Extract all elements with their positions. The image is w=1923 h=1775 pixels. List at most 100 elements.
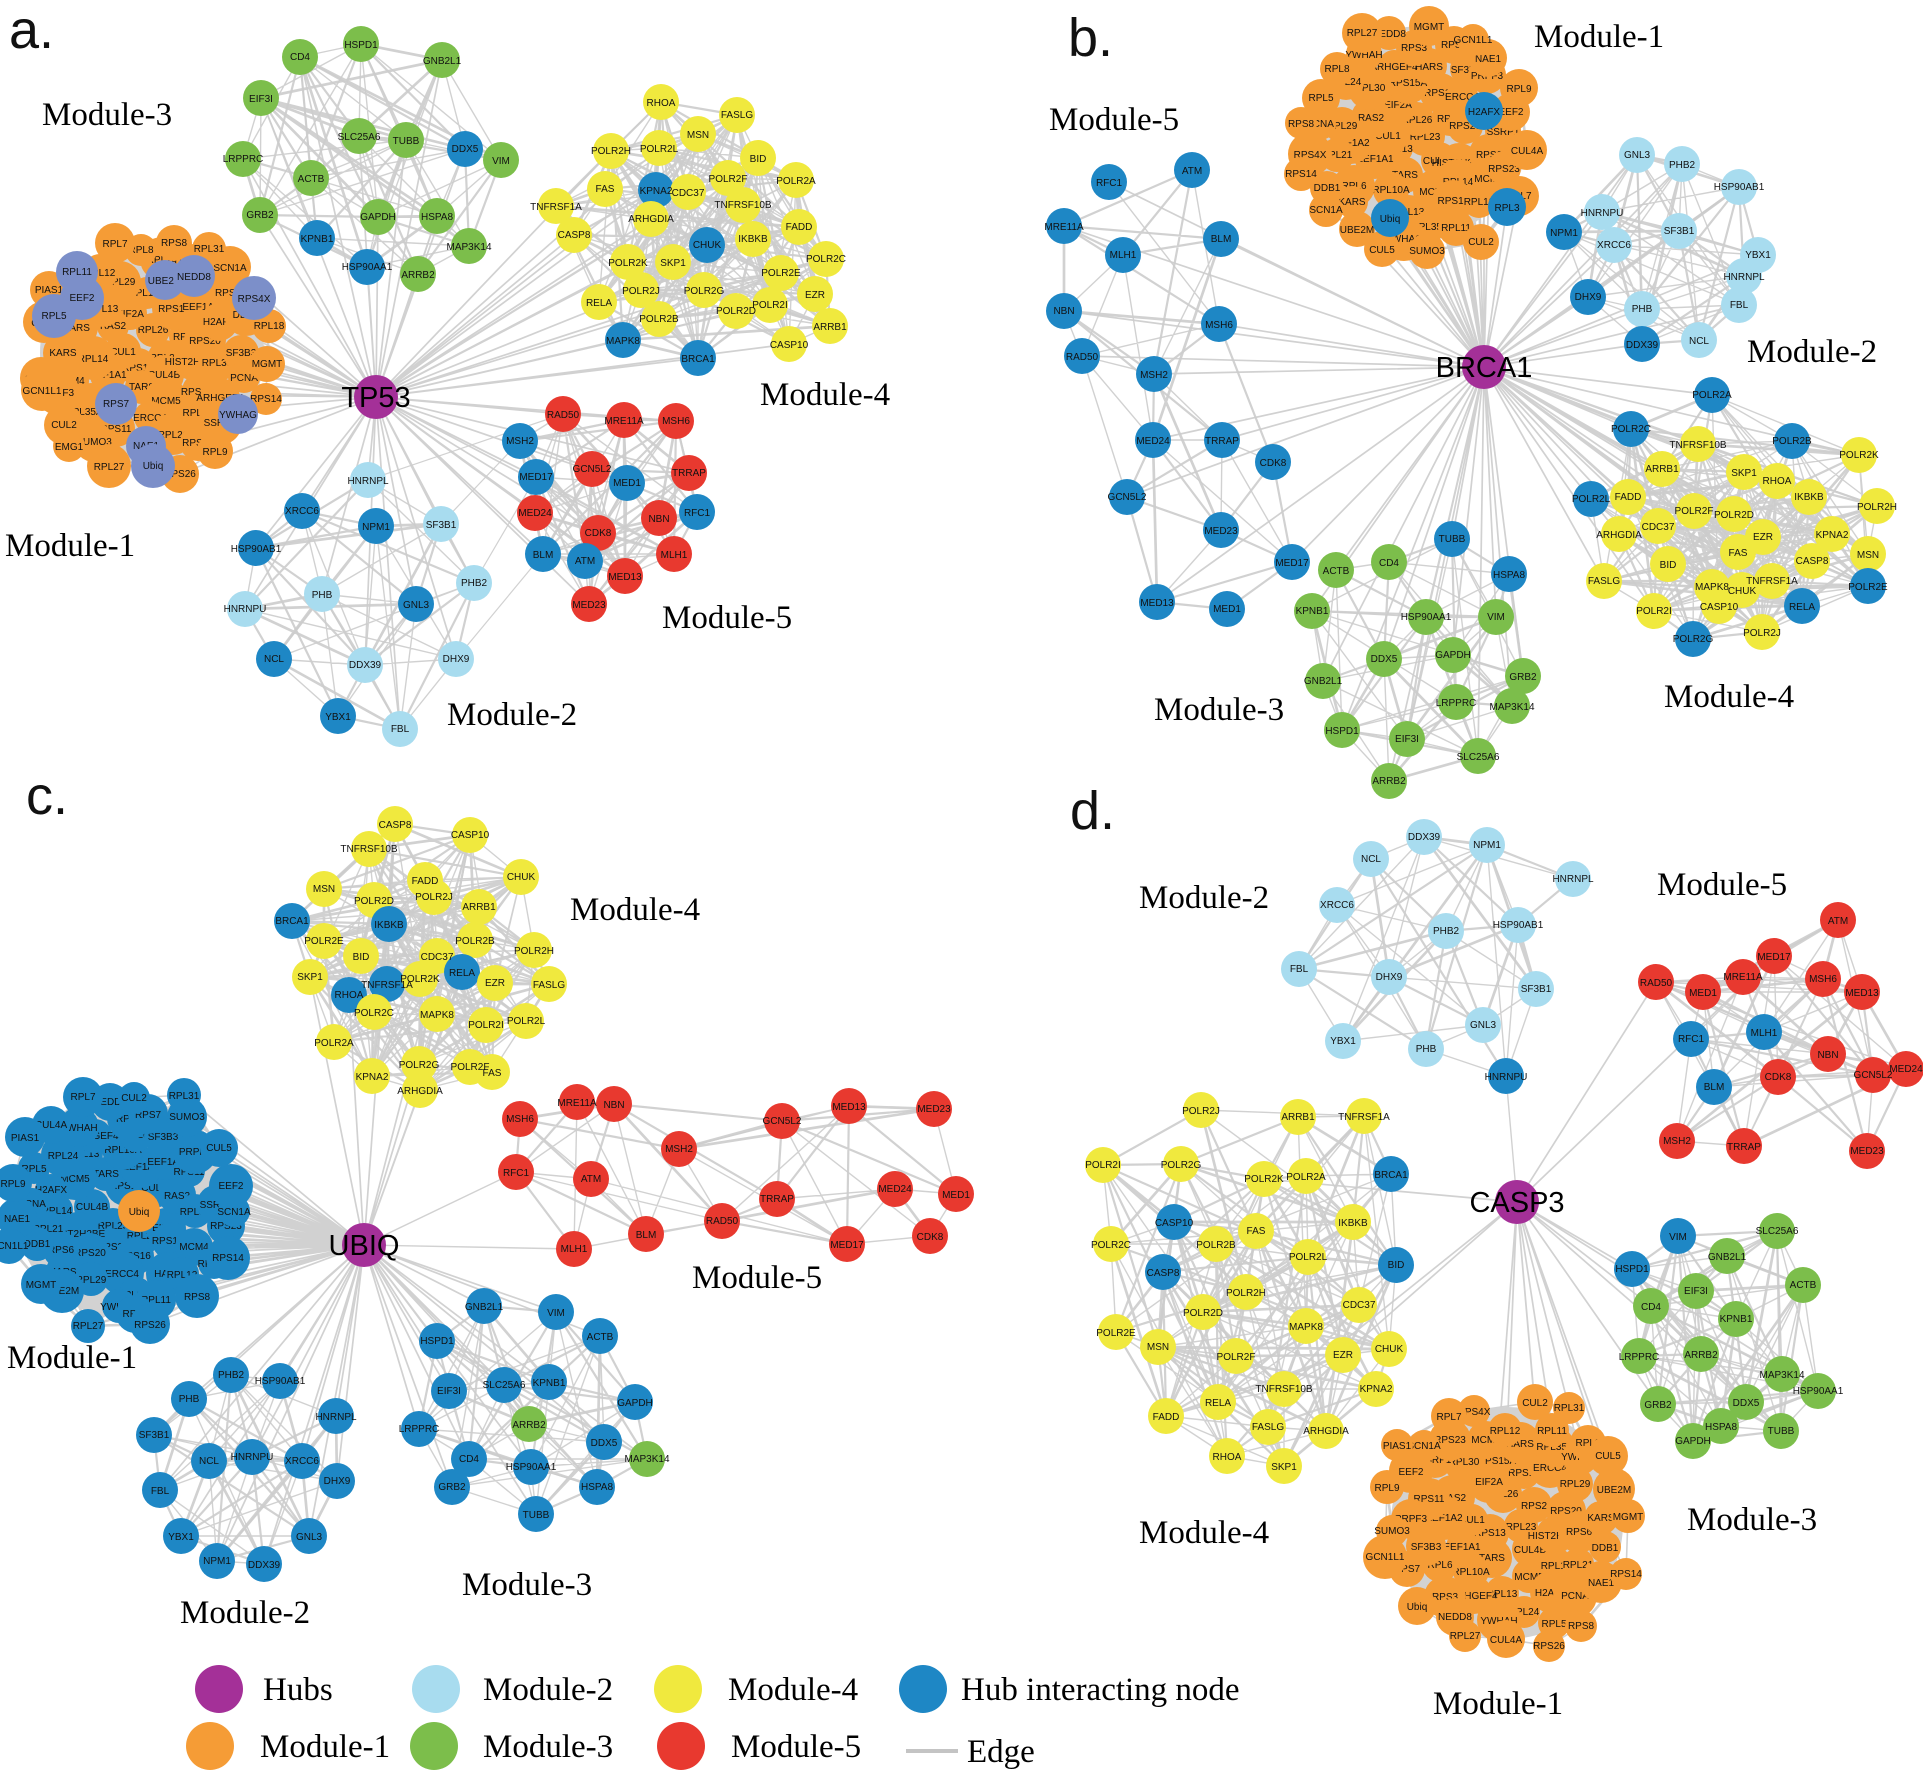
svg-text:FAS: FAS: [1247, 1226, 1266, 1237]
svg-text:H2AFX: H2AFX: [35, 1185, 68, 1196]
svg-text:MLH1: MLH1: [561, 1244, 588, 1255]
svg-text:CD4: CD4: [1641, 1302, 1661, 1313]
svg-text:KPNA2: KPNA2: [356, 1072, 389, 1083]
svg-text:RPS6: RPS6: [1566, 1527, 1593, 1538]
svg-text:Ubiq: Ubiq: [1380, 214, 1401, 225]
svg-text:VIM: VIM: [492, 156, 510, 167]
svg-text:RPL12: RPL12: [1464, 197, 1495, 208]
svg-text:RPL21: RPL21: [33, 1224, 64, 1235]
svg-text:Hubs: Hubs: [263, 1672, 333, 1708]
svg-text:VIM: VIM: [547, 1308, 565, 1319]
svg-text:RPL29: RPL29: [1327, 121, 1358, 132]
svg-text:RPL13: RPL13: [88, 304, 119, 315]
svg-text:SCN1A: SCN1A: [217, 1207, 251, 1218]
svg-text:RPL13: RPL13: [1394, 207, 1425, 218]
svg-text:POLR2H: POLR2H: [1857, 502, 1897, 513]
svg-text:RPS14: RPS14: [1610, 1569, 1642, 1580]
svg-text:POLR2F: POLR2F: [709, 174, 748, 185]
svg-text:SF3B1: SF3B1: [139, 1430, 170, 1441]
svg-text:UBE2M: UBE2M: [45, 1286, 79, 1297]
svg-text:RPL7: RPL7: [102, 239, 127, 250]
svg-text:NBN: NBN: [1053, 306, 1074, 317]
svg-text:TUBB: TUBB: [393, 136, 420, 147]
svg-text:CUL5: CUL5: [1369, 245, 1395, 256]
svg-text:RPS8: RPS8: [1288, 119, 1315, 130]
svg-text:EEF1A1: EEF1A1: [1443, 1542, 1481, 1553]
svg-text:FADD: FADD: [1153, 1412, 1180, 1423]
svg-text:RPL27: RPL27: [1450, 1631, 1481, 1642]
svg-text:RPS26: RPS26: [1533, 1641, 1565, 1652]
svg-text:FBL: FBL: [151, 1486, 170, 1497]
svg-text:RFC1: RFC1: [1678, 1034, 1705, 1045]
svg-text:POLR2L: POLR2L: [640, 144, 679, 155]
svg-text:MSH6: MSH6: [1809, 974, 1837, 985]
svg-text:Module-4: Module-4: [570, 892, 700, 928]
svg-text:CDC37: CDC37: [1343, 1300, 1376, 1311]
svg-text:MED23: MED23: [917, 1104, 951, 1115]
svg-text:GNL3: GNL3: [296, 1532, 323, 1543]
svg-text:RPL9: RPL9: [0, 1179, 25, 1190]
svg-text:MRE11A: MRE11A: [1044, 222, 1084, 233]
svg-text:CD4: CD4: [290, 52, 310, 63]
svg-text:DDB1: DDB1: [1592, 1543, 1619, 1554]
svg-text:GCN5L2: GCN5L2: [763, 1116, 802, 1127]
svg-text:Module-1: Module-1: [260, 1729, 390, 1765]
svg-text:TARS: TARS: [93, 1169, 119, 1180]
svg-text:Module-1: Module-1: [1433, 1686, 1563, 1722]
svg-text:FAS: FAS: [483, 1068, 502, 1079]
svg-text:MAPK8: MAPK8: [606, 336, 640, 347]
svg-text:RPL27: RPL27: [1347, 28, 1378, 39]
svg-text:ARHGDIA: ARHGDIA: [628, 214, 674, 225]
svg-text:HSPD1: HSPD1: [1615, 1264, 1649, 1275]
svg-text:RPL21: RPL21: [1563, 1560, 1594, 1571]
svg-text:POLR2J: POLR2J: [415, 892, 453, 903]
svg-text:CUL1: CUL1: [1459, 1515, 1485, 1526]
svg-text:ARHGEF4: ARHGEF4: [1370, 62, 1418, 73]
svg-text:NEDD8: NEDD8: [1372, 29, 1406, 40]
svg-text:HSP90AA1: HSP90AA1: [1401, 612, 1452, 623]
svg-text:ARRB1: ARRB1: [1645, 464, 1679, 475]
svg-text:POLR2G: POLR2G: [1161, 1160, 1202, 1171]
svg-text:POLR2F: POLR2F: [451, 1062, 490, 1073]
svg-text:SLC25A6: SLC25A6: [1457, 752, 1500, 763]
svg-text:TP53: TP53: [341, 382, 410, 414]
svg-text:ARRB2: ARRB2: [401, 270, 435, 281]
svg-text:LRPPRC: LRPPRC: [1619, 1352, 1660, 1363]
svg-text:CUL4A: CUL4A: [1511, 146, 1544, 157]
svg-text:b.: b.: [1068, 8, 1113, 68]
svg-text:SSRP1: SSRP1: [1419, 1455, 1452, 1466]
svg-text:Module-4: Module-4: [1139, 1515, 1269, 1551]
svg-text:Module-2: Module-2: [1139, 880, 1269, 916]
svg-text:MED23: MED23: [1204, 526, 1238, 537]
svg-text:POLR2A: POLR2A: [314, 1038, 354, 1049]
svg-text:Module-3: Module-3: [483, 1729, 613, 1765]
svg-text:FASLG: FASLG: [533, 980, 565, 991]
svg-text:POLR2I: POLR2I: [752, 300, 788, 311]
svg-text:Edge: Edge: [967, 1734, 1035, 1770]
svg-text:RPL8: RPL8: [1324, 64, 1349, 75]
svg-text:GAPDH: GAPDH: [617, 1398, 653, 1409]
svg-text:RPL5: RPL5: [21, 1164, 46, 1175]
svg-text:RPL10A: RPL10A: [128, 288, 166, 299]
svg-text:RPL12: RPL12: [1490, 1426, 1521, 1437]
svg-text:GNB2L1: GNB2L1: [465, 1302, 504, 1313]
svg-text:HSP90AA1: HSP90AA1: [1793, 1386, 1844, 1397]
svg-text:EEF1A1: EEF1A1: [122, 1162, 160, 1173]
svg-text:POLR2I: POLR2I: [1085, 1160, 1121, 1171]
svg-text:H2AFX: H2AFX: [1468, 107, 1501, 118]
svg-text:NPM1: NPM1: [1473, 840, 1501, 851]
svg-text:ATM: ATM: [581, 1174, 601, 1185]
svg-text:HIST2H2BE: HIST2H2BE: [165, 357, 220, 368]
svg-text:Ubiq: Ubiq: [143, 461, 164, 472]
svg-text:RPS4X: RPS4X: [238, 294, 271, 305]
svg-text:NEDD8: NEDD8: [177, 272, 211, 283]
svg-text:CDK8: CDK8: [1260, 458, 1287, 469]
svg-text:CD4: CD4: [1379, 558, 1399, 569]
svg-text:SSRP1: SSRP1: [204, 418, 237, 429]
svg-text:IKBKB: IKBKB: [1338, 1218, 1368, 1229]
svg-text:PCNA: PCNA: [230, 373, 258, 384]
svg-text:SF3B1: SF3B1: [426, 520, 457, 531]
svg-text:POLR2B: POLR2B: [455, 936, 495, 947]
svg-text:NCL: NCL: [1361, 854, 1381, 865]
svg-text:H2AFX: H2AFX: [1535, 1588, 1568, 1599]
